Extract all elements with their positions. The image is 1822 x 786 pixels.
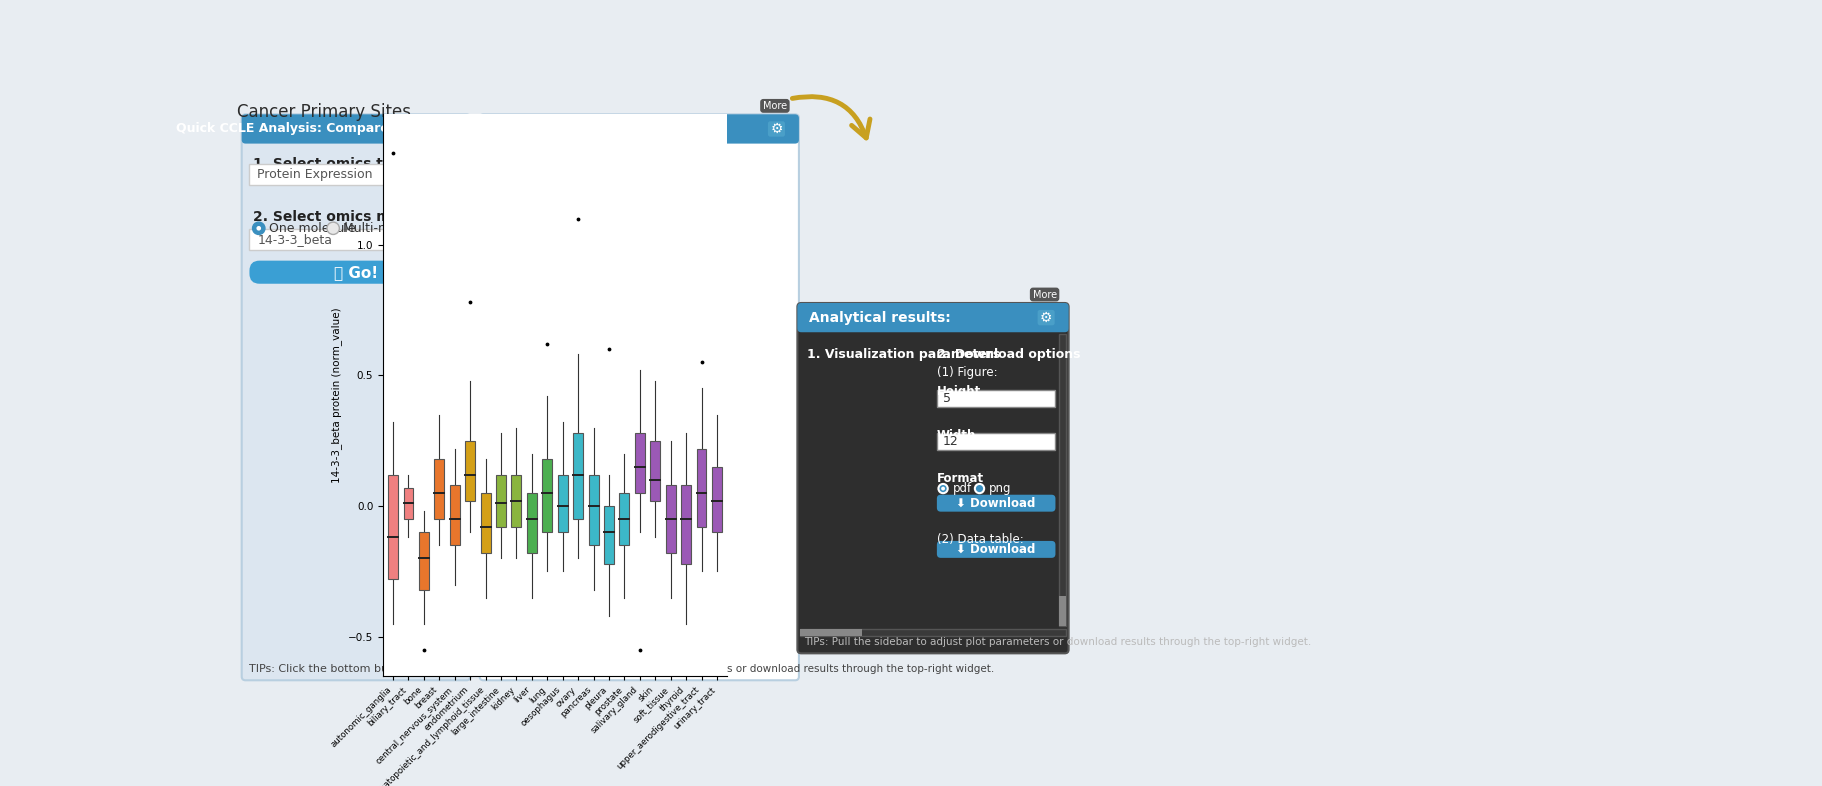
FancyBboxPatch shape: [798, 303, 1070, 332]
Text: png: png: [989, 482, 1011, 495]
Bar: [800, 629, 862, 637]
Text: 14-3-3_beta: 14-3-3_beta: [257, 233, 332, 246]
Bar: [1059, 596, 1066, 626]
Bar: [419, 532, 428, 590]
Bar: [619, 493, 629, 545]
FancyBboxPatch shape: [1029, 288, 1059, 302]
Text: Multi-molecule formula: Multi-molecule formula: [343, 222, 488, 235]
Text: 1. Select omics type: 1. Select omics type: [253, 157, 412, 171]
FancyBboxPatch shape: [479, 114, 798, 681]
FancyBboxPatch shape: [479, 114, 798, 144]
Text: 5: 5: [944, 392, 951, 405]
Bar: [434, 459, 445, 520]
Text: ▼: ▼: [450, 170, 457, 180]
Text: 2. Select omics molecule: 2. Select omics molecule: [253, 210, 446, 224]
Bar: [558, 475, 568, 532]
Bar: [574, 433, 583, 520]
Text: ⚙: ⚙: [1040, 310, 1053, 325]
FancyBboxPatch shape: [937, 541, 1055, 558]
Text: (1) Figure:: (1) Figure:: [937, 366, 997, 379]
Bar: [1059, 334, 1066, 626]
Text: TIPs: Pull the sidebar to adjust plot parameters or download results through the: TIPs: Pull the sidebar to adjust plot pa…: [486, 664, 995, 674]
Circle shape: [257, 226, 261, 230]
Bar: [496, 475, 507, 527]
Bar: [543, 459, 552, 532]
Bar: [481, 493, 490, 553]
Bar: [512, 475, 521, 527]
Text: 2. Download options: 2. Download options: [937, 347, 1080, 361]
FancyBboxPatch shape: [242, 114, 470, 144]
Circle shape: [938, 484, 947, 493]
Text: More: More: [1033, 289, 1057, 299]
Bar: [403, 488, 414, 520]
Text: More: More: [763, 101, 787, 111]
Y-axis label: 14-3-3_beta protein (norm_value): 14-3-3_beta protein (norm_value): [332, 307, 343, 483]
Bar: [634, 433, 645, 493]
Text: One molecule: One molecule: [270, 222, 355, 235]
Text: Protein Expression: Protein Expression: [257, 168, 374, 182]
Bar: [589, 475, 598, 545]
FancyBboxPatch shape: [1037, 310, 1055, 325]
Bar: [465, 441, 476, 501]
FancyBboxPatch shape: [937, 494, 1055, 512]
Bar: [605, 506, 614, 564]
Text: (2) Data table:: (2) Data table:: [937, 533, 1024, 546]
Circle shape: [253, 222, 264, 234]
Text: Width: Width: [937, 428, 977, 442]
Text: TIPs: Pull the sidebar to adjust plot parameters or download results through the: TIPs: Pull the sidebar to adjust plot pa…: [804, 637, 1310, 647]
Text: Analytical results:: Analytical results:: [809, 310, 951, 325]
FancyBboxPatch shape: [250, 261, 463, 284]
Text: 1. Visualization parameters: 1. Visualization parameters: [807, 347, 1000, 361]
Text: Quick CCLE Analysis: Compare across primary sites: Quick CCLE Analysis: Compare across prim…: [177, 123, 536, 135]
Bar: [712, 467, 722, 532]
Text: 🔍 Go!: 🔍 Go!: [333, 265, 379, 280]
Text: ⚙: ⚙: [771, 122, 783, 136]
Text: pdf: pdf: [953, 482, 971, 495]
Bar: [388, 475, 397, 579]
Text: ⌄: ⌄: [446, 230, 461, 248]
FancyBboxPatch shape: [760, 99, 789, 113]
Bar: [937, 433, 1055, 450]
Text: Cancer Primary Sites: Cancer Primary Sites: [237, 103, 412, 121]
FancyBboxPatch shape: [798, 303, 1070, 653]
Bar: [250, 229, 463, 250]
Text: TIPs: Click the bottom button to execute/update the analysis.: TIPs: Click the bottom button to execute…: [250, 664, 590, 674]
Bar: [696, 449, 707, 527]
Circle shape: [975, 484, 984, 493]
Bar: [250, 164, 463, 185]
Text: Format: Format: [937, 472, 984, 485]
Text: ⬇ Download: ⬇ Download: [957, 543, 1037, 556]
Circle shape: [326, 222, 339, 234]
Bar: [665, 485, 676, 553]
Bar: [800, 629, 1066, 637]
Bar: [450, 485, 459, 545]
Text: Height: Height: [937, 385, 980, 399]
Bar: [937, 390, 1055, 407]
Circle shape: [942, 487, 946, 490]
Bar: [650, 441, 660, 501]
Text: 12: 12: [944, 435, 958, 448]
FancyArrowPatch shape: [793, 97, 869, 138]
Text: ⬇ Download: ⬇ Download: [957, 497, 1037, 509]
Bar: [527, 493, 537, 553]
Text: Analytical results:: Analytical results:: [492, 122, 632, 136]
Bar: [681, 485, 691, 564]
FancyBboxPatch shape: [242, 114, 470, 681]
FancyBboxPatch shape: [767, 121, 785, 137]
